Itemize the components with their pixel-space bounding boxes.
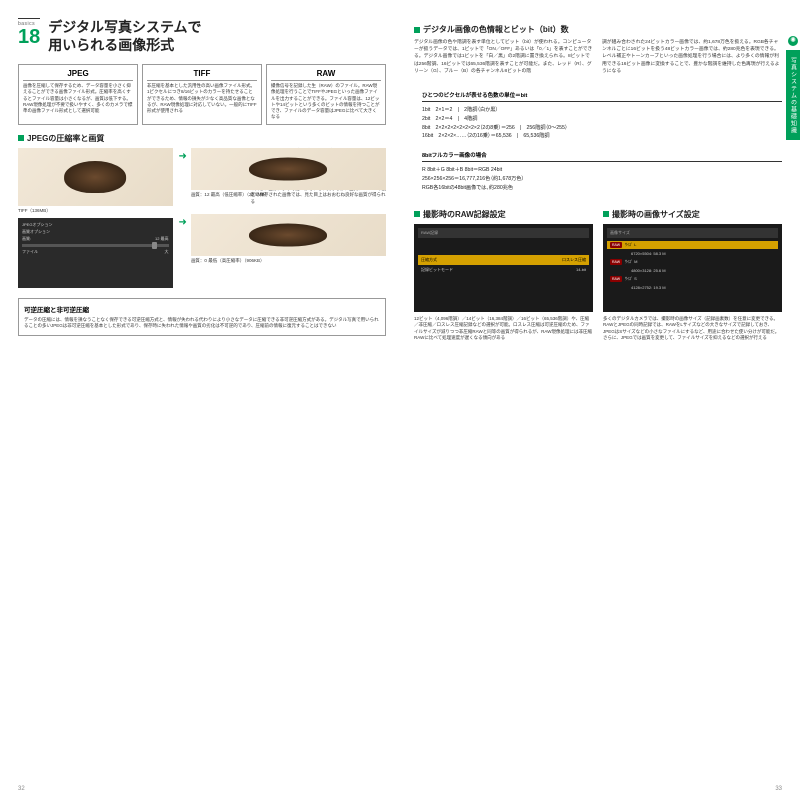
section-number: 18	[18, 27, 40, 47]
q0-caption: 画質：0 最低（高圧縮率）（906KB）	[191, 258, 386, 264]
compression-box: 可逆圧縮と非可逆圧縮 データの圧縮には、情報を損なうことなく保存できる可逆圧縮方…	[18, 298, 386, 336]
jpeg-options-panel: JPEGオプション 画質オプション 画質:12 最高 ファイル大	[18, 218, 173, 288]
side-tab: 写真システムの基礎知識	[786, 50, 800, 140]
tiff-caption: TIFF（136MB）	[18, 208, 173, 214]
raw-setting-heading: 撮影時のRAW記録設定	[414, 209, 593, 220]
camera-size-menu: 画像サイズ RAWｻｲｽﾞ L6720×5504: 58.3 MRAWｻｲｽﾞ …	[603, 224, 782, 312]
page-title: デジタル写真システムで用いられる画像形式	[48, 18, 201, 54]
q12-image	[191, 148, 386, 190]
jpeg-heading: JPEGの圧縮率と画質	[18, 133, 386, 144]
header: basics 18 デジタル写真システムで用いられる画像形式	[18, 18, 386, 54]
format-jpeg: JPEG 画像を圧縮して保存するため、データ容量を小さく抑えることができる画像フ…	[18, 64, 138, 124]
tab-icon: ✺	[788, 36, 798, 46]
size-col-text: 多くのデジタルカメラでは、撮影時の画像サイズ（記録画素数）を任意に変更できる。R…	[603, 316, 782, 342]
arrow-icon: ➜	[179, 150, 187, 164]
calc2-heading: 8bitフルカラー画像の場合	[422, 151, 782, 162]
page-number-right: 33	[775, 786, 782, 792]
format-boxes: JPEG 画像を圧縮して保存するため、データ容量を小さく抑えることができる画像フ…	[18, 64, 386, 124]
calc1-heading: ひとつのピクセルが表せる色数の単位＝bit	[422, 91, 782, 102]
calc1-lines: 1bit 2×1＝2 | 2階調（白か黒） 2bit 2×2＝4 | 4階調 8…	[422, 106, 782, 141]
calc2-lines: R 8bit＋G 8bit＋B 8bit＝RGB 24bit 256×256×2…	[422, 166, 782, 193]
format-raw: RAW 撮像信号を記録した生（RAW）のファイル。RAW現像処理を行うことでTI…	[266, 64, 386, 124]
format-tiff: TIFF 非圧縮を基本とした汎用性の高い画像ファイル形式。1ピクセルにつき8/1…	[142, 64, 262, 124]
arrow-icon: ➜	[179, 216, 187, 230]
bit-heading: デジタル画像の色情報とビット（bit）数	[414, 24, 782, 35]
size-setting-heading: 撮影時の画像サイズ設定	[603, 209, 782, 220]
page-number-left: 32	[18, 786, 25, 792]
camera-raw-menu: RAW記録 圧縮方式ロスレス圧縮 記録ビットモード14-bit	[414, 224, 593, 312]
bit-text-1: デジタル画像の色や階調を表す単位としてビット（bit）が使われる。コンピューター…	[414, 39, 594, 75]
raw-col-text: 12ビット（4,096階調）／14ビット（16,384階調）／16ビット（65,…	[414, 316, 593, 342]
bit-text-2: 調が組み合わされた24ビットカラー画像では、約1,678万色を扱える。RGB各チ…	[602, 39, 782, 75]
q0-image	[191, 214, 386, 256]
tiff-image	[18, 148, 173, 206]
